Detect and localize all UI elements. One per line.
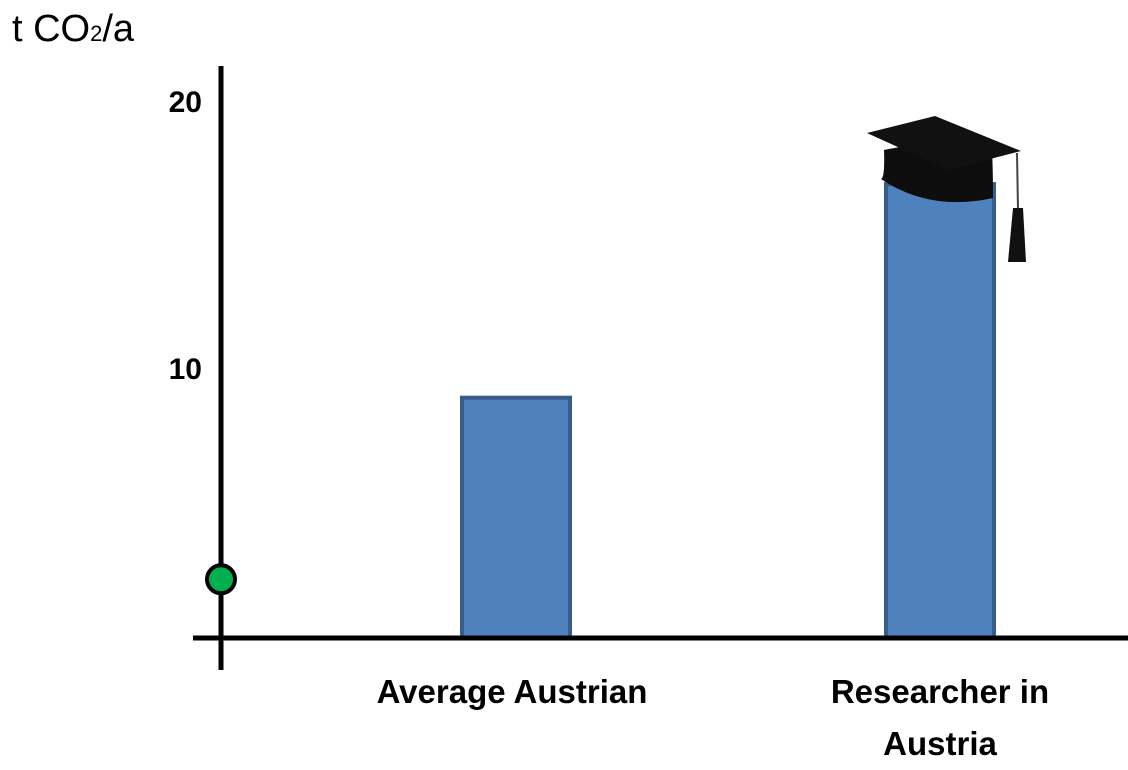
y-axis-marker-dot — [205, 563, 237, 596]
bar-2 — [884, 182, 996, 640]
y-tick-label-20: 20 — [168, 86, 202, 119]
y-tick-label-10: 10 — [168, 353, 202, 386]
graduation-cap-icon — [867, 116, 1026, 262]
x-category-label-1: Average Austrian — [332, 666, 692, 718]
y-axis-label-subscript: 2 — [90, 21, 103, 46]
x-category-label-2: Researcher in Austria — [760, 666, 1120, 770]
x-category-label-1-line-1: Average Austrian — [376, 673, 648, 710]
y-axis-label-prefix: t CO — [12, 8, 91, 50]
y-axis-label-suffix: /a — [102, 8, 135, 50]
x-category-label-2-line-2: Austria — [883, 725, 997, 762]
y-axis-label: t CO2/a — [12, 8, 134, 51]
x-category-label-2-line-1: Researcher in — [830, 673, 1050, 710]
bar-1 — [460, 395, 572, 641]
